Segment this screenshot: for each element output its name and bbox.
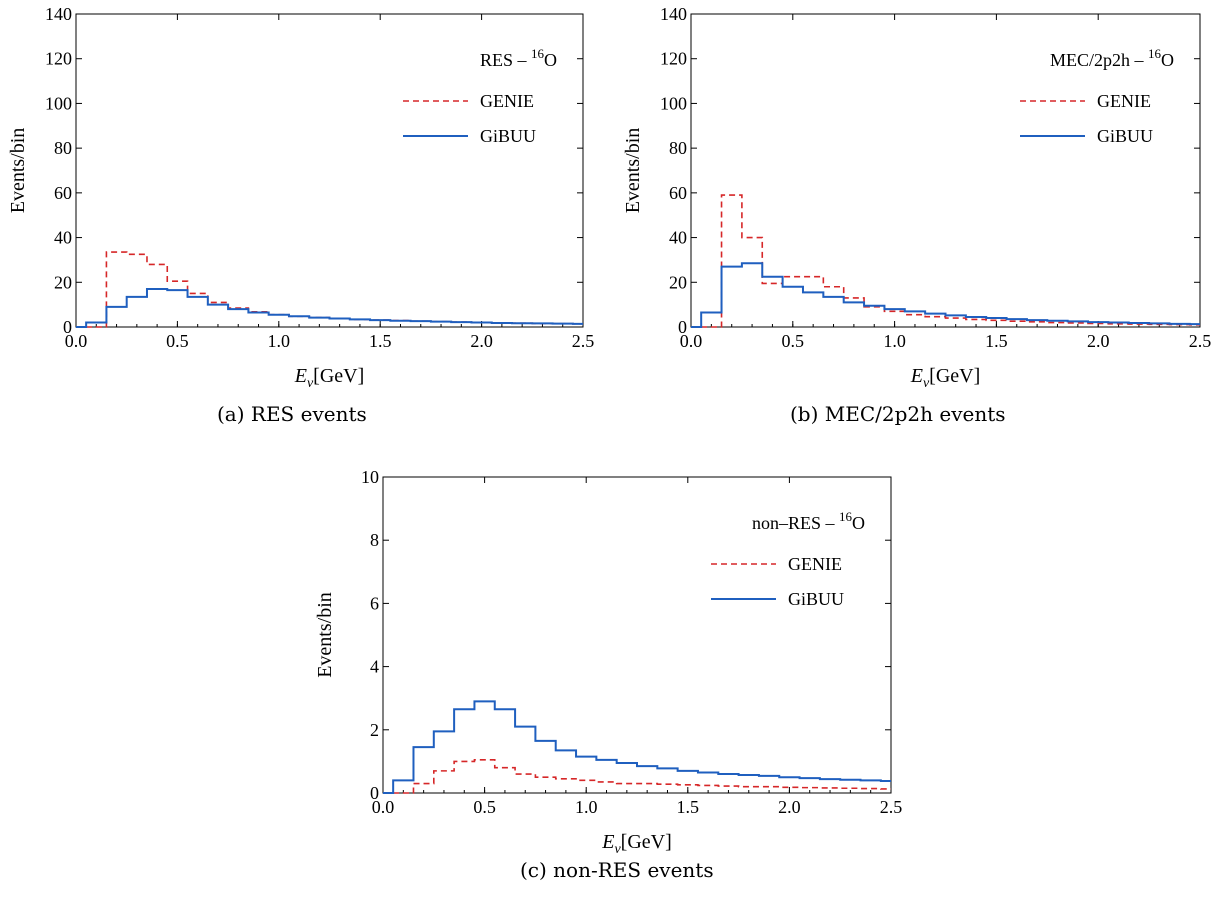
plot-frame	[382, 476, 892, 794]
x-tick-label: 0.0	[372, 797, 395, 817]
y-tick-label: 60	[54, 183, 72, 203]
caption-a: (a) RES events	[217, 402, 367, 426]
x-tick-label: 0.5	[782, 331, 805, 351]
x-tick-label: 1.5	[677, 797, 700, 817]
y-tick-label: 20	[669, 272, 687, 292]
y-tick-label: 140	[45, 4, 72, 24]
legend-label-gibuu: GiBUU	[1097, 126, 1153, 146]
y-tick-label: 0	[678, 317, 687, 337]
series-line-gibuu	[76, 287, 583, 328]
x-axis-label: Eν[GeV]	[601, 831, 672, 857]
panel-annotation: MEC/2p2h – 16O	[1050, 46, 1174, 70]
x-tick-label: 2.0	[778, 797, 801, 817]
series-line-gibuu	[383, 700, 891, 794]
y-tick-label: 100	[45, 93, 72, 113]
x-tick-label: 1.5	[985, 331, 1008, 351]
chart-panel-a: 0.0 0.5 1.0 1.5 2.0 2.5 0 20 40 60 80 100 120 140 Eν[G…	[7, 4, 594, 391]
y-tick-label: 0	[63, 317, 72, 337]
y-tick-label: 140	[660, 4, 687, 24]
panel-annotation: non–RES – 16O	[752, 509, 865, 533]
y-tick-label: 40	[54, 228, 72, 248]
x-axis-label: Eν[GeV]	[910, 365, 981, 391]
y-axis-label: Events/bin	[314, 592, 336, 678]
legend-label-gibuu: GiBUU	[788, 589, 844, 609]
x-tick-label: 1.0	[268, 331, 291, 351]
chart-panel-b: 0.0 0.5 1.0 1.5 2.0 2.5 0 20 40 60 80 100 120 140 Eν[G…	[622, 4, 1211, 391]
y-tick-label: 60	[669, 183, 687, 203]
x-tick-label: 0.0	[65, 331, 88, 351]
y-tick-label: 20	[54, 272, 72, 292]
x-tick-label: 1.0	[883, 331, 906, 351]
x-tick-label: 0.5	[473, 797, 496, 817]
legend-label-genie: GENIE	[1097, 91, 1151, 111]
legend-label-gibuu: GiBUU	[480, 126, 536, 146]
x-tick-label: 2.0	[470, 331, 493, 351]
x-tick-label: 2.5	[1189, 331, 1212, 351]
chart-panel-c: 0.0 0.5 1.0 1.5 2.0 2.5 0 2 4 6 8 10 Eν[GeV] Events/b…	[314, 467, 902, 857]
caption-b: (b) MEC/2p2h events	[790, 402, 1006, 426]
x-tick-label: 0.5	[166, 331, 189, 351]
x-tick-label: 2.5	[572, 331, 595, 351]
y-tick-label: 120	[660, 49, 687, 69]
plot-frame	[690, 13, 1201, 328]
plot-frame	[75, 13, 584, 328]
y-tick-label: 8	[370, 530, 379, 550]
series-line-genie	[691, 194, 1200, 328]
y-tick-label: 0	[370, 783, 379, 803]
x-axis-label: Eν[GeV]	[294, 365, 365, 391]
y-tick-label: 10	[361, 467, 379, 487]
y-tick-label: 80	[669, 138, 687, 158]
y-tick-label: 80	[54, 138, 72, 158]
series-line-gibuu	[691, 262, 1200, 328]
x-tick-label: 2.5	[880, 797, 903, 817]
y-tick-label: 2	[370, 720, 379, 740]
y-tick-label: 40	[669, 228, 687, 248]
y-tick-label: 100	[660, 93, 687, 113]
y-tick-label: 4	[370, 657, 379, 677]
y-tick-label: 120	[45, 49, 72, 69]
caption-c: (c) non-RES events	[520, 858, 714, 882]
x-tick-label: 2.0	[1087, 331, 1110, 351]
series-line-genie	[383, 759, 891, 794]
y-axis-label: Events/bin	[7, 128, 29, 214]
x-tick-label: 1.5	[369, 331, 392, 351]
legend-label-genie: GENIE	[788, 554, 842, 574]
x-tick-label: 1.0	[575, 797, 598, 817]
x-tick-label: 0.0	[680, 331, 703, 351]
legend-label-genie: GENIE	[480, 91, 534, 111]
panel-annotation: RES – 16O	[480, 46, 557, 70]
y-tick-label: 6	[370, 593, 379, 613]
y-axis-label: Events/bin	[622, 128, 644, 214]
